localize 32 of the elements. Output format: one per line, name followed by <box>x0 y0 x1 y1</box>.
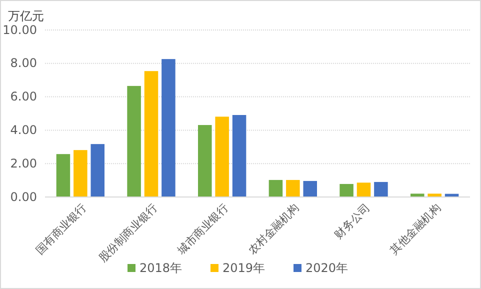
x-tick-label: 城市商业银行 <box>174 201 231 258</box>
bar <box>127 86 141 197</box>
bar <box>56 154 70 197</box>
bar <box>303 180 317 197</box>
bar <box>215 116 229 197</box>
bar <box>428 194 442 197</box>
y-tick-label: 10.00 <box>2 22 37 37</box>
y-tick-label: 2.00 <box>10 156 37 170</box>
bar <box>340 184 354 197</box>
legend-label: 2018年 <box>140 261 182 275</box>
legend-label: 2019年 <box>222 261 266 275</box>
bar <box>74 150 88 197</box>
y-tick-label: 6.00 <box>10 90 37 104</box>
x-tick-label: 农村金融机构 <box>246 201 302 258</box>
x-tick-label: 财务公司 <box>332 201 372 242</box>
y-tick-label: 4.00 <box>10 123 37 138</box>
y-tick-label: 0.00 <box>10 190 37 204</box>
legend-label: 2020年 <box>306 261 348 275</box>
bar <box>286 180 300 197</box>
bar <box>410 194 424 197</box>
y-axis-title: 万亿元 <box>8 9 44 23</box>
bar <box>162 59 176 197</box>
bar <box>198 125 212 197</box>
x-tick-label: 国有商业银行 <box>33 201 90 258</box>
bar <box>356 182 371 197</box>
bar <box>144 71 158 197</box>
bar <box>268 180 283 197</box>
bar <box>90 144 104 197</box>
bar <box>232 115 246 197</box>
x-tick-label: 其他金融机构 <box>387 201 444 258</box>
y-tick-label: 8.00 <box>10 56 37 70</box>
bar <box>374 182 388 197</box>
